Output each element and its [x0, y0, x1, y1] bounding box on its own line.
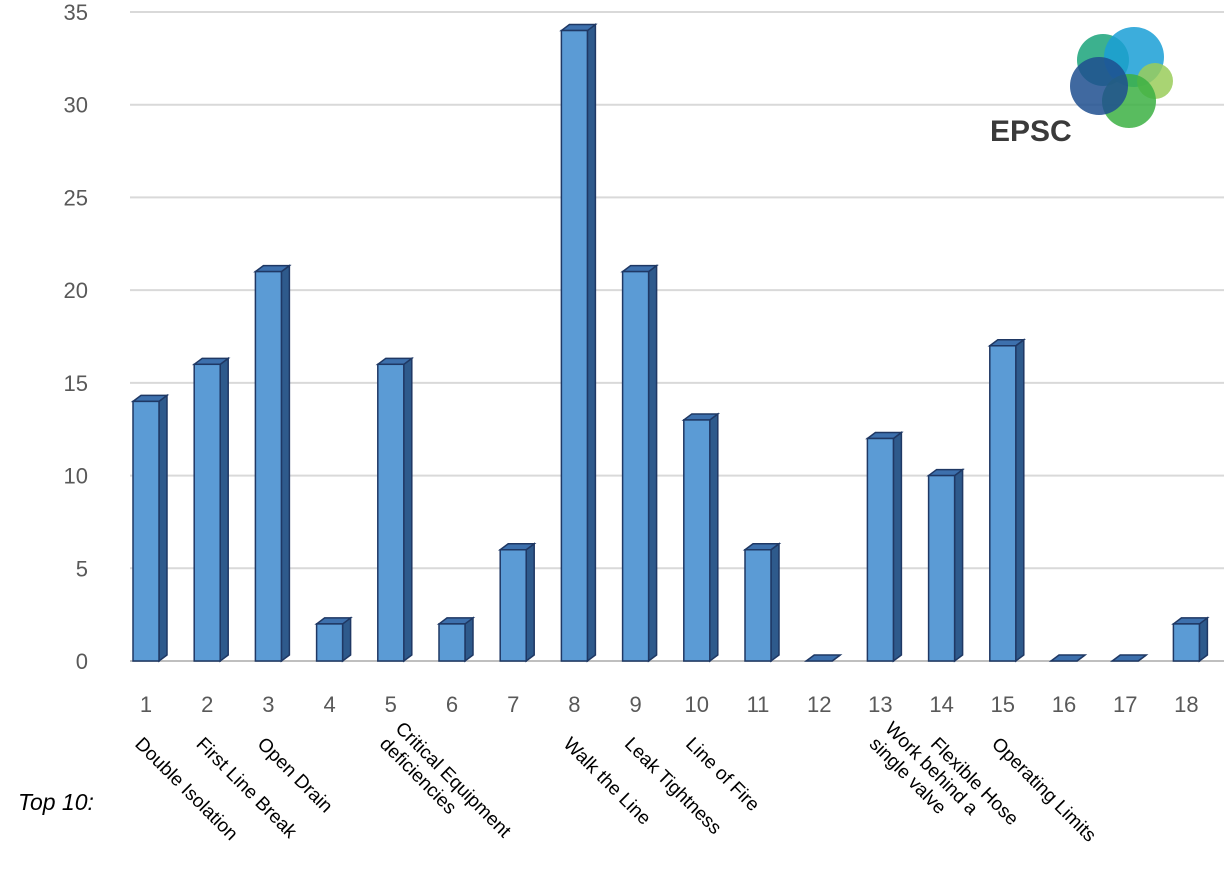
epsc-logo: EPSC	[990, 27, 1173, 148]
bar-front	[1172, 623, 1201, 662]
bar-5	[375, 356, 415, 663]
logo-circle-navy	[1070, 57, 1128, 115]
bar-8	[559, 23, 598, 663]
x-tick-label: 16	[1052, 692, 1076, 717]
bar-front	[683, 419, 711, 662]
x-tick-label: 9	[629, 692, 641, 717]
y-tick-label: 5	[76, 556, 88, 581]
x-tick-label: 12	[807, 692, 831, 717]
annotation-1: Double Isolation	[130, 734, 241, 845]
bar-front	[132, 400, 160, 662]
x-tick-label: 13	[868, 692, 892, 717]
bar-side	[1198, 616, 1209, 663]
bar-side	[770, 542, 780, 663]
bar-side	[158, 393, 168, 663]
x-tick-label: 10	[685, 692, 709, 717]
x-tick-label: 2	[201, 692, 213, 717]
bar-side	[1015, 338, 1025, 663]
logo-text: EPSC	[990, 115, 1072, 148]
bar-17	[1109, 654, 1149, 662]
x-tick-label: 14	[929, 692, 953, 717]
bar-9	[620, 264, 659, 663]
bar-front	[193, 363, 221, 662]
bar-3	[253, 264, 292, 663]
y-tick-label: 25	[64, 185, 88, 210]
x-tick-label: 8	[568, 692, 580, 717]
bar-side	[403, 356, 413, 663]
y-tick-label: 20	[64, 278, 88, 303]
annotation-line: Operating Limits	[987, 734, 1100, 847]
x-tick-label: 17	[1113, 692, 1137, 717]
bar-side	[892, 430, 903, 663]
bar-top	[1048, 654, 1088, 662]
bar-front	[866, 437, 895, 662]
x-tick-label: 7	[507, 692, 519, 717]
bar-top	[803, 654, 843, 662]
annotations-title: Top 10:	[18, 789, 94, 815]
bar-14	[926, 468, 965, 663]
bar-front	[438, 623, 466, 662]
bar-2	[191, 356, 231, 663]
bar-side	[219, 356, 229, 663]
bar-front	[315, 623, 344, 662]
x-tick-label: 3	[262, 692, 274, 717]
bar-front	[499, 548, 527, 662]
bar-16	[1048, 654, 1088, 662]
bar-side	[586, 23, 597, 663]
x-tick-label: 5	[385, 692, 397, 717]
bar-front	[989, 345, 1017, 662]
x-tick-label: 11	[747, 692, 770, 717]
bar-front	[254, 270, 283, 662]
y-tick-label: 0	[76, 649, 88, 674]
annotation-line: Double Isolation	[130, 734, 241, 845]
annotation-15: Operating Limits	[987, 734, 1100, 847]
gridlines	[130, 11, 1224, 662]
bar-6	[436, 616, 476, 663]
bar-top	[1109, 654, 1149, 662]
y-tick-label: 10	[64, 464, 88, 489]
x-tick-label: 4	[323, 692, 335, 717]
y-tick-label: 35	[64, 0, 88, 25]
bar-side	[341, 616, 352, 663]
x-tick-label: 6	[446, 692, 458, 717]
x-axis: 1 2 3 4 5 6 7 8 9 10 11 12 13 14 15 16 17 18	[140, 692, 1199, 717]
bar-side	[647, 264, 658, 663]
bar-front	[560, 29, 589, 662]
bar-4	[314, 616, 353, 663]
bar-side	[709, 412, 719, 663]
bar-side	[953, 468, 964, 663]
x-tick-label: 15	[991, 692, 1015, 717]
bar-front	[621, 270, 650, 662]
bar-12	[803, 654, 843, 662]
bar-11	[742, 542, 782, 663]
bar-front	[744, 548, 772, 662]
bar-1	[130, 393, 170, 663]
y-tick-label: 30	[64, 93, 88, 118]
bar-10	[681, 412, 721, 663]
bar-7	[497, 542, 537, 663]
bar-side	[280, 264, 291, 663]
bar-18	[1171, 616, 1210, 663]
bar-13	[865, 430, 904, 663]
bar-side	[525, 542, 535, 663]
bar-front	[377, 363, 405, 662]
x-tick-label: 1	[140, 692, 152, 717]
y-tick-label: 15	[64, 371, 88, 396]
bar-front	[927, 474, 956, 662]
bar-15	[987, 338, 1027, 663]
y-axis: 0 5 10 15 20 25 30 35	[64, 0, 88, 674]
x-tick-label: 18	[1174, 692, 1198, 717]
bar-side	[464, 616, 474, 663]
bars	[130, 23, 1210, 663]
